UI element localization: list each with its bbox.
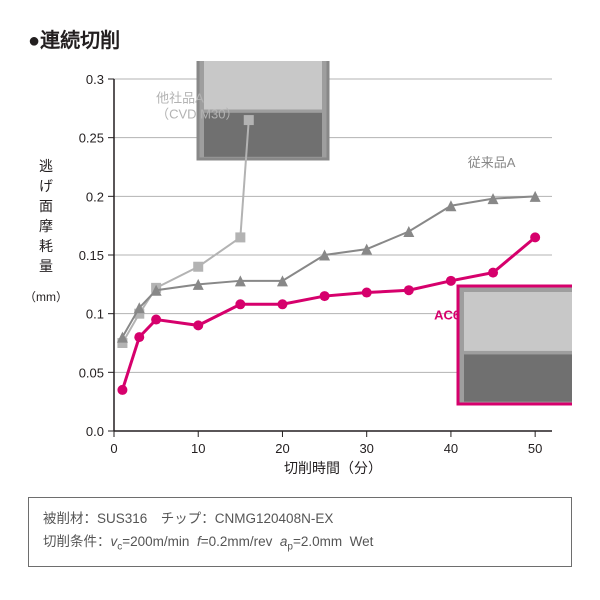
svg-text:摩: 摩 (39, 218, 53, 234)
svg-text:30: 30 (359, 441, 373, 456)
svg-text:0.0: 0.0 (86, 424, 104, 439)
conditions-line2: 切削条件：vc=200m/min f=0.2mm/rev ap=2.0mm We… (43, 531, 557, 556)
svg-text:（mm）: （mm） (28, 290, 68, 304)
svg-text:0.3: 0.3 (86, 72, 104, 87)
svg-text:面: 面 (39, 198, 53, 214)
svg-text:逃: 逃 (39, 158, 53, 174)
svg-text:10: 10 (191, 441, 205, 456)
svg-text:20: 20 (275, 441, 289, 456)
series-label: （CVD M30） (156, 106, 238, 121)
svg-text:量: 量 (39, 258, 53, 274)
svg-text:40: 40 (444, 441, 458, 456)
conditions-line1: 被削材：SUS316 チップ：CNMG120408N-EX (43, 508, 557, 531)
svg-text:0.25: 0.25 (79, 131, 104, 146)
series-label: 従来品A (468, 155, 516, 170)
svg-text:耗: 耗 (39, 238, 53, 254)
svg-text:切削時間（分）: 切削時間（分） (284, 460, 382, 476)
wear-chart: 0 10 20 30 40 50 0.0 0.05 0.1 0.15 0.2 0.25 0.3 切削時間（… (28, 61, 572, 481)
series-label: 他社品A (156, 90, 204, 105)
svg-text:げ: げ (39, 178, 53, 194)
svg-text:0.1: 0.1 (86, 307, 104, 322)
section-title: ●連続切削 (28, 24, 572, 53)
svg-text:0.05: 0.05 (79, 365, 104, 380)
svg-text:50: 50 (528, 441, 542, 456)
svg-text:0: 0 (110, 441, 117, 456)
inset-photo (458, 286, 572, 404)
conditions-box: 被削材：SUS316 チップ：CNMG120408N-EX 切削条件：vc=20… (28, 497, 572, 567)
svg-text:0.15: 0.15 (79, 248, 104, 263)
svg-text:0.2: 0.2 (86, 189, 104, 204)
